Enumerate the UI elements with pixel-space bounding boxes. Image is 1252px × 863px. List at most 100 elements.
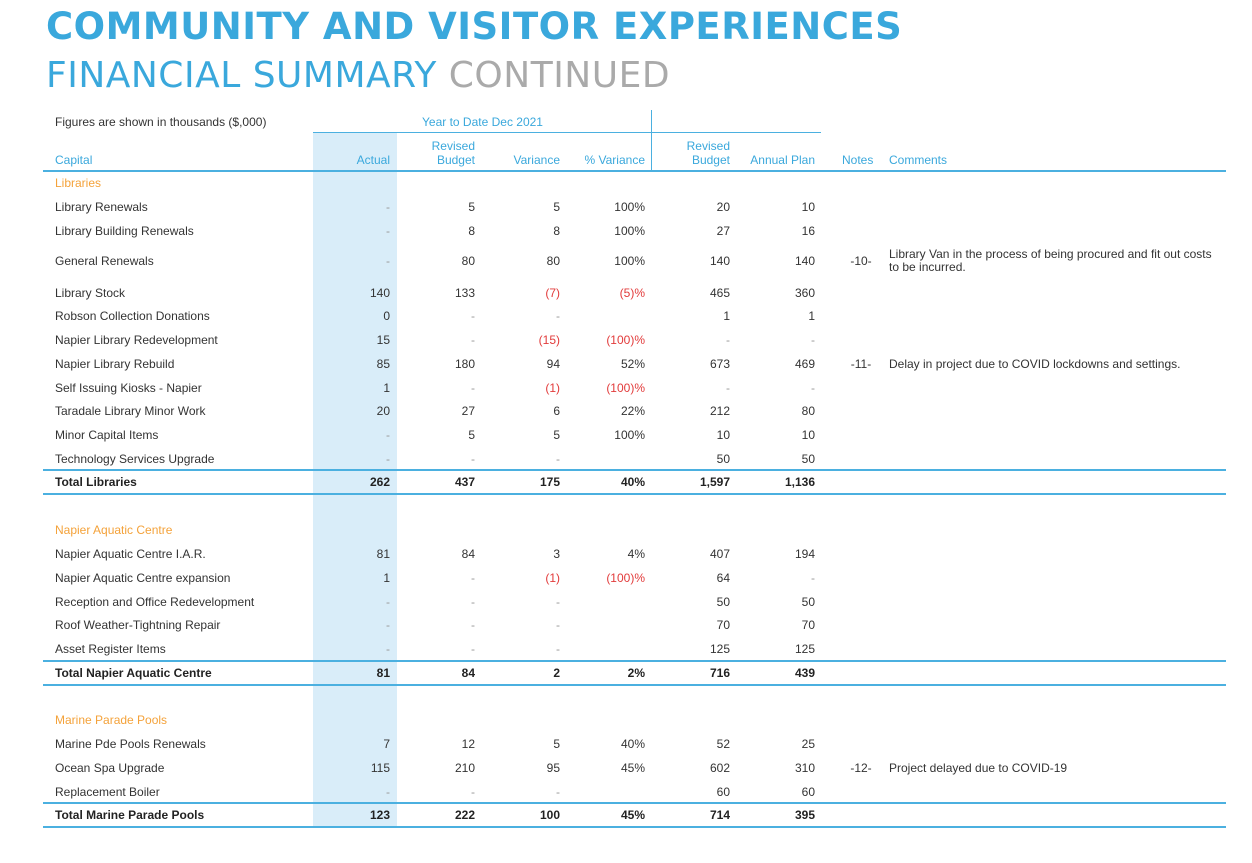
total-divider xyxy=(43,493,1226,495)
cell-revised-budget-annual: - xyxy=(726,381,730,395)
cell-revised-budget-annual: 50 xyxy=(716,452,730,466)
cell-revised-budget: 12 xyxy=(461,737,475,751)
period-label: Year to Date Dec 2021 xyxy=(422,115,543,129)
cell-revised-budget: - xyxy=(471,785,475,799)
cell-annual-plan: 125 xyxy=(794,642,815,656)
total-row: Total Marine Parade Pools 123 222 100 45% 714… xyxy=(0,803,1252,827)
total-row: Total Napier Aquatic Centre 81 84 2 2% 716 439 xyxy=(0,661,1252,685)
row-label: Roof Weather-Tightning Repair xyxy=(55,618,221,632)
cell-revised-budget-annual: 212 xyxy=(709,404,730,418)
cell-pct-variance: 2% xyxy=(627,666,645,680)
cell-revised-budget-annual: 50 xyxy=(716,595,730,609)
table-row: Self Issuing Kiosks - Napier 1 - (1) (100)% -… xyxy=(0,376,1252,400)
cell-revised-budget: 80 xyxy=(461,254,475,268)
cell-variance: 8 xyxy=(553,224,560,238)
cell-revised-budget: - xyxy=(471,642,475,656)
table-row: Marine Pde Pools Renewals 7 12 5 40% 52 25 xyxy=(0,732,1252,756)
cell-annual-plan: 1,136 xyxy=(784,475,815,489)
cell-actual: 115 xyxy=(370,761,390,775)
total-divider xyxy=(43,684,1226,686)
row-label: Library Renewals xyxy=(55,200,148,214)
cell-revised-budget-annual: 60 xyxy=(716,785,730,799)
cell-variance: 5 xyxy=(553,428,560,442)
cell-variance: - xyxy=(556,452,560,466)
cell-revised-budget-annual: 407 xyxy=(709,547,730,561)
table-row: Technology Services Upgrade - - - 50 50 xyxy=(0,447,1252,471)
subtotal-divider xyxy=(43,660,1226,662)
row-label: Napier Aquatic Centre expansion xyxy=(55,571,231,585)
row-label: Robson Collection Donations xyxy=(55,309,210,323)
cell-variance: 5 xyxy=(553,200,560,214)
row-label: General Renewals xyxy=(55,254,154,268)
cell-revised-budget-annual: 673 xyxy=(709,357,730,371)
table-row: Replacement Boiler - - - 60 60 xyxy=(0,780,1252,804)
table-row: Library Stock 140 133 (7) (5)% 465 360 xyxy=(0,281,1252,305)
subtitle-main: FINANCIAL SUMMARY xyxy=(46,55,437,96)
cell-pct-variance: 100% xyxy=(614,254,645,268)
header-actual: Actual xyxy=(356,153,390,167)
cell-annual-plan: 25 xyxy=(801,737,815,751)
cell-variance: 94 xyxy=(546,357,560,371)
cell-pct-variance: (100)% xyxy=(606,333,645,347)
cell-variance: - xyxy=(556,618,560,632)
header-variance: Variance xyxy=(513,153,560,167)
table-row: Napier Library Redevelopment 15 - (15) (100)… xyxy=(0,328,1252,352)
cell-revised-budget-annual: 27 xyxy=(716,224,730,238)
cell-annual-plan: - xyxy=(811,571,815,585)
row-label: Taradale Library Minor Work xyxy=(55,404,206,418)
cell-revised-budget-annual: 64 xyxy=(716,571,730,585)
cell-revised-budget: - xyxy=(471,309,475,323)
cell-actual: 262 xyxy=(369,475,390,489)
cell-annual-plan: 194 xyxy=(794,547,815,561)
cell-revised-budget: - xyxy=(471,618,475,632)
cell-actual: 1 xyxy=(383,381,390,395)
cell-actual: 0 xyxy=(383,309,390,323)
cell-annual-plan: - xyxy=(811,333,815,347)
cell-pct-variance: 4% xyxy=(627,547,645,561)
section-heading-row: Napier Aquatic Centre xyxy=(0,518,1252,542)
figures-note: Figures are shown in thousands ($,000) xyxy=(55,115,267,129)
cell-actual: - xyxy=(386,200,390,214)
cell-pct-variance: (100)% xyxy=(606,571,645,585)
cell-revised-budget: - xyxy=(471,595,475,609)
cell-revised-budget: 5 xyxy=(468,428,475,442)
cell-actual: - xyxy=(386,785,390,799)
cell-variance: - xyxy=(556,309,560,323)
table-row: Ocean Spa Upgrade 115 210 95 45% 602 310 -12- Pr… xyxy=(0,756,1252,780)
row-label: Self Issuing Kiosks - Napier xyxy=(55,381,202,395)
cell-comment: Library Van in the process of being proc… xyxy=(889,247,1212,274)
row-label: Total Libraries xyxy=(55,475,137,489)
cell-actual: - xyxy=(386,452,390,466)
table-row: Napier Aquatic Centre I.A.R. 81 84 3 4% 407 19… xyxy=(0,542,1252,566)
subtotal-divider xyxy=(43,469,1226,471)
cell-variance: - xyxy=(556,785,560,799)
period-separator xyxy=(651,110,652,172)
row-label: Minor Capital Items xyxy=(55,428,159,442)
subtitle-continued: CONTINUED xyxy=(448,55,671,96)
table-row: Taradale Library Minor Work 20 27 6 22% 212 80 xyxy=(0,399,1252,423)
cell-revised-budget: 84 xyxy=(461,666,475,680)
cell-revised-budget: - xyxy=(471,333,475,347)
table-row: General Renewals - 80 80 100% 140 140 -10- Libra… xyxy=(0,247,1252,274)
cell-variance: 6 xyxy=(553,404,560,418)
row-label: Marine Pde Pools Renewals xyxy=(55,737,206,751)
cell-actual: 140 xyxy=(369,286,390,300)
cell-actual: 81 xyxy=(376,547,390,561)
cell-notes: -12- xyxy=(850,761,872,775)
row-label: Napier Library Redevelopment xyxy=(55,333,218,347)
cell-annual-plan: 10 xyxy=(801,200,815,214)
cell-pct-variance: 100% xyxy=(614,200,645,214)
cell-pct-variance: 40% xyxy=(620,737,645,751)
row-label: Asset Register Items xyxy=(55,642,166,656)
cell-pct-variance xyxy=(555,447,645,471)
page-subtitle: FINANCIAL SUMMARY CONTINUED xyxy=(46,55,670,96)
cell-revised-budget-annual: - xyxy=(726,333,730,347)
cell-annual-plan: 50 xyxy=(801,452,815,466)
cell-variance: (15) xyxy=(538,333,560,347)
cell-comment: Project delayed due to COVID-19 xyxy=(889,760,1068,775)
cell-actual: 123 xyxy=(369,808,390,822)
table-row: Napier Aquatic Centre expansion 1 - (1) (100… xyxy=(0,566,1252,590)
cell-variance: (7) xyxy=(545,286,560,300)
cell-pct-variance xyxy=(555,613,645,637)
header-revised-budget-top: Revised xyxy=(431,139,475,153)
